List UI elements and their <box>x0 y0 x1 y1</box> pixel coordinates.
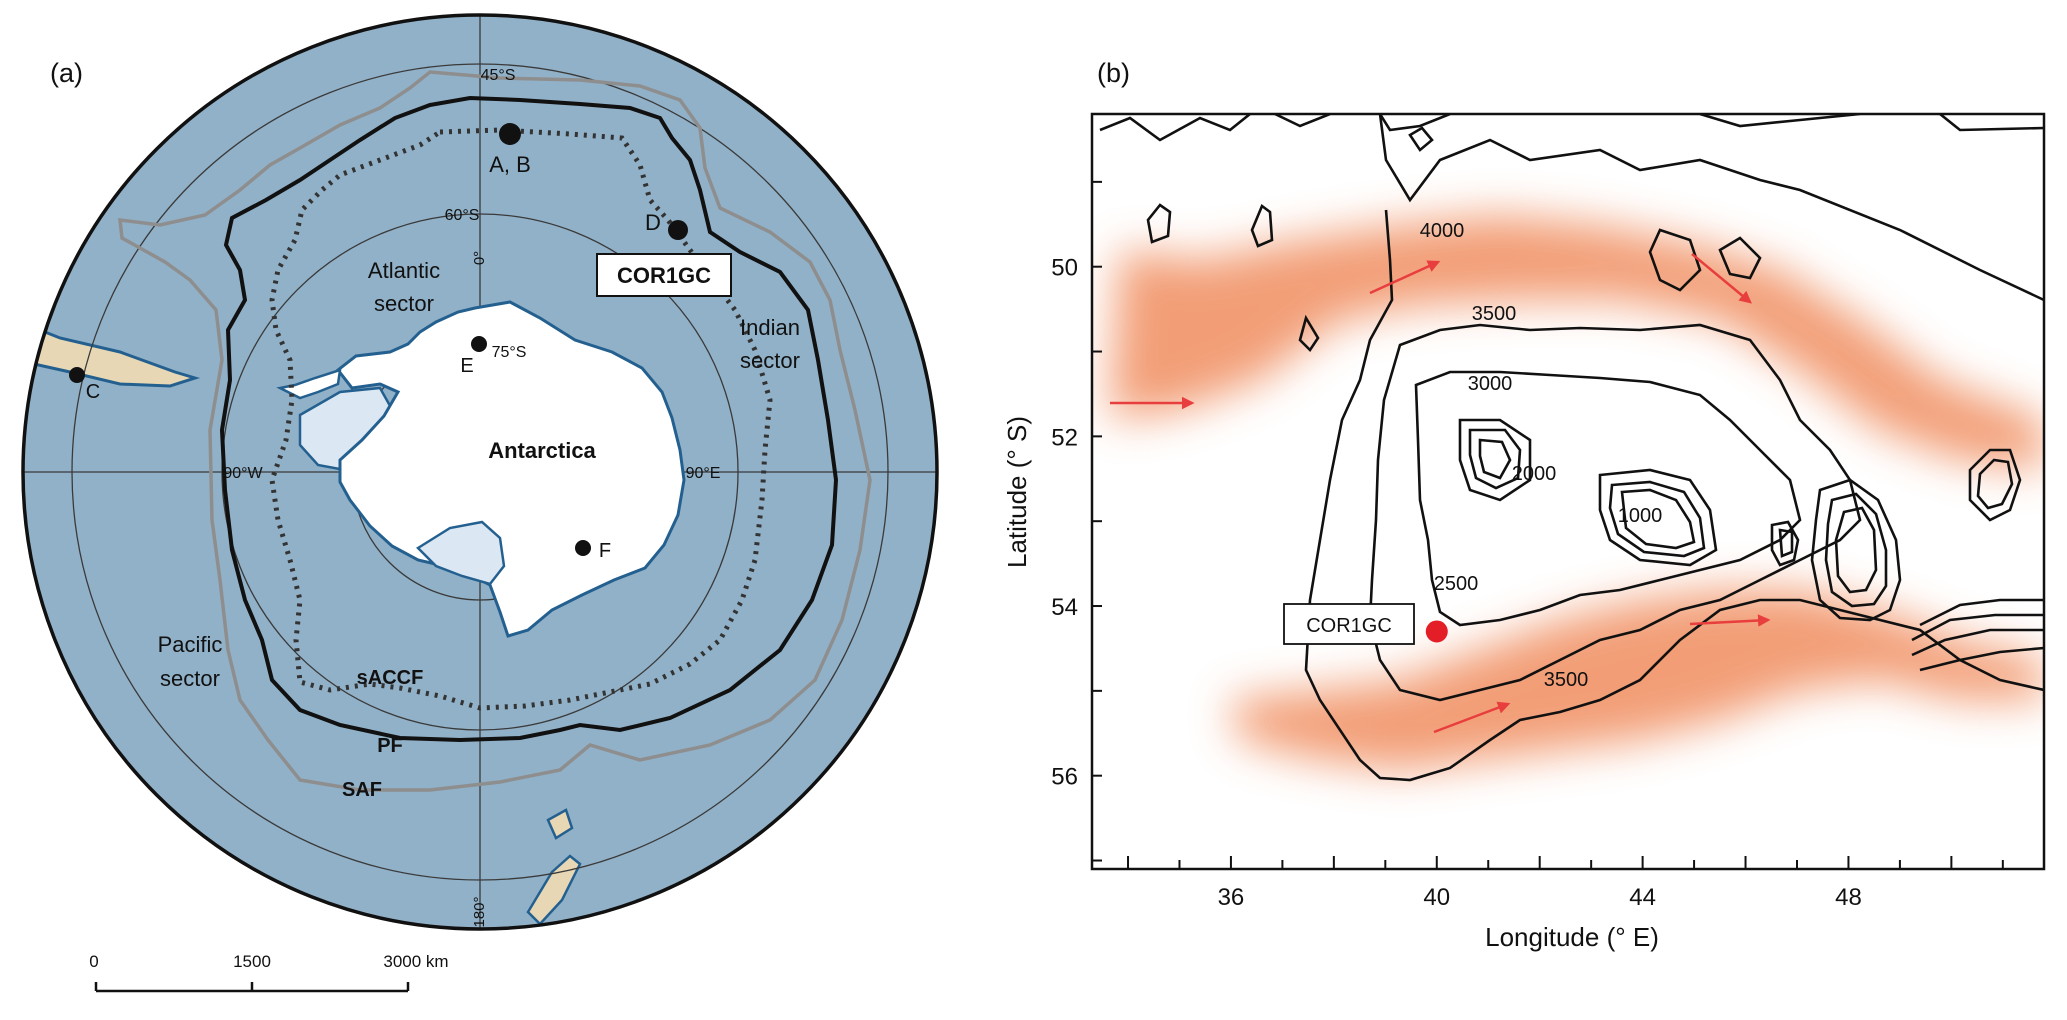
current-bands <box>1110 215 2044 770</box>
saf-front <box>118 70 872 792</box>
x-tick-label: 44 <box>1629 884 1656 911</box>
site-f-marker <box>575 540 591 556</box>
panel-b-label: (b) <box>1097 58 1130 88</box>
y-tick-label: 54 <box>1051 594 1078 621</box>
y-tick-label: 56 <box>1051 764 1078 791</box>
pf-label: PF <box>377 735 403 757</box>
contour-label-2500: 2500 <box>1434 573 1479 595</box>
map-border <box>21 13 939 931</box>
lat-label-45s: 45°S <box>481 67 516 84</box>
site-c-label: C <box>86 381 100 403</box>
sector-atlantic-line2: sector <box>374 291 434 316</box>
scale-tick-0: 0 <box>89 952 98 971</box>
core-label-box-b <box>1283 603 1415 645</box>
site-e-marker <box>471 336 487 352</box>
y-axis-ticks: 50 52 54 56 <box>1051 180 1102 862</box>
x-axis-ticks: 36 40 44 48 <box>1127 856 2004 911</box>
site-f-label: F <box>599 540 611 562</box>
lon-label-90w: 90°W <box>223 465 263 482</box>
contour-label-2000: 2000 <box>1512 463 1557 485</box>
plot-frame <box>1090 112 2046 871</box>
core-label-a: COR1GC <box>617 263 711 288</box>
scale-bar: 0 1500 3000 km <box>89 952 449 993</box>
sector-indian-line2: sector <box>740 348 800 373</box>
site-ab-label: A, B <box>489 152 531 177</box>
contour-label-1000: 1000 <box>1618 505 1663 527</box>
scale-tick-1500: 1500 <box>233 952 271 971</box>
antarctic-peninsula <box>276 368 342 400</box>
y-axis-label: Latitude (° S) <box>1002 416 1032 568</box>
core-label-box <box>596 253 732 297</box>
x-tick-label: 36 <box>1218 884 1245 911</box>
lat-label-60s: 60°S <box>445 207 480 224</box>
core-marker <box>1425 620 1448 643</box>
pf-front <box>219 95 839 743</box>
contour-label-3500-north: 3500 <box>1472 303 1517 325</box>
scale-tick-3000: 3000 km <box>383 952 448 971</box>
y-tick-label: 50 <box>1051 255 1078 282</box>
x-tick-label: 48 <box>1835 884 1862 911</box>
south-america-land <box>23 315 201 388</box>
site-c-marker <box>69 367 85 383</box>
contour-label-3000: 3000 <box>1468 373 1513 395</box>
lat-label-75s: 75°S <box>492 344 527 361</box>
antarctica-label: Antarctica <box>488 438 596 463</box>
panel-a-label: (a) <box>50 58 83 88</box>
contour-label-4000: 4000 <box>1420 220 1465 242</box>
new-zealand-land <box>526 808 582 926</box>
site-ab-marker <box>499 123 521 145</box>
x-tick-label: 40 <box>1423 884 1450 911</box>
core-label-b: COR1GC <box>1306 615 1392 637</box>
x-axis-label: Longitude (° E) <box>1485 922 1659 952</box>
sector-atlantic-line1: Atlantic <box>368 258 440 283</box>
bathymetry-contours <box>1099 114 2044 782</box>
site-d-marker <box>668 220 688 240</box>
lon-label-0: 0° <box>471 251 488 265</box>
site-e-label: E <box>460 355 473 377</box>
saf-label: SAF <box>342 779 382 801</box>
contour-label-3500-south: 3500 <box>1544 669 1589 691</box>
sector-pacific-line2: sector <box>160 666 220 691</box>
panel-a: (a) 45°S 60°S 75°S 0° <box>21 13 939 993</box>
ross-ice-shelf <box>416 520 506 586</box>
flow-arrows <box>1110 253 1771 734</box>
lon-label-90e: 90°E <box>686 465 721 482</box>
saccf-label: sACCF <box>357 667 424 689</box>
y-tick-label: 52 <box>1051 424 1078 451</box>
lon-label-180: 180° <box>471 896 488 927</box>
panel-b: (b) <box>1002 58 2046 952</box>
site-d-label: D <box>645 210 661 235</box>
sector-indian-line1: Indian <box>740 315 800 340</box>
sector-pacific-line1: Pacific <box>158 632 223 657</box>
